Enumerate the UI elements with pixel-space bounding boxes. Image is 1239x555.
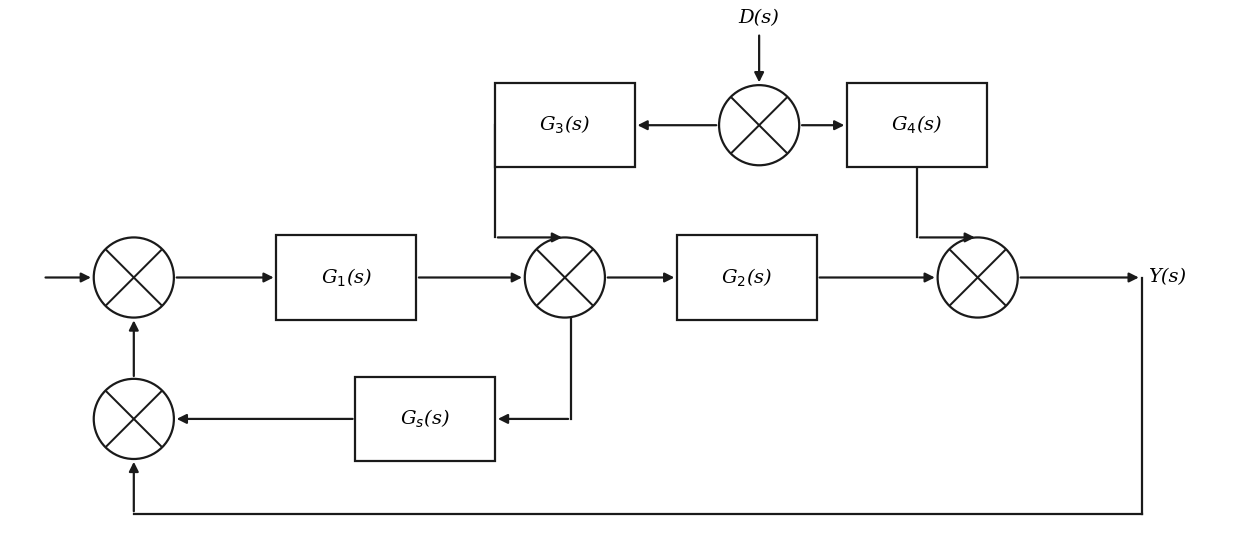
Bar [496,83,634,168]
Text: G$_2$(s): G$_2$(s) [721,266,773,289]
Text: D(s): D(s) [738,9,779,27]
Bar [678,235,817,320]
Text: Y(s): Y(s) [1147,269,1186,286]
Text: G$_s$(s): G$_s$(s) [400,408,450,430]
Bar [847,83,986,168]
Text: G$_4$(s): G$_4$(s) [891,114,943,137]
Bar [356,377,496,461]
Text: G$_3$(s): G$_3$(s) [539,114,591,137]
Text: G$_1$(s): G$_1$(s) [321,266,372,289]
Bar [276,235,416,320]
